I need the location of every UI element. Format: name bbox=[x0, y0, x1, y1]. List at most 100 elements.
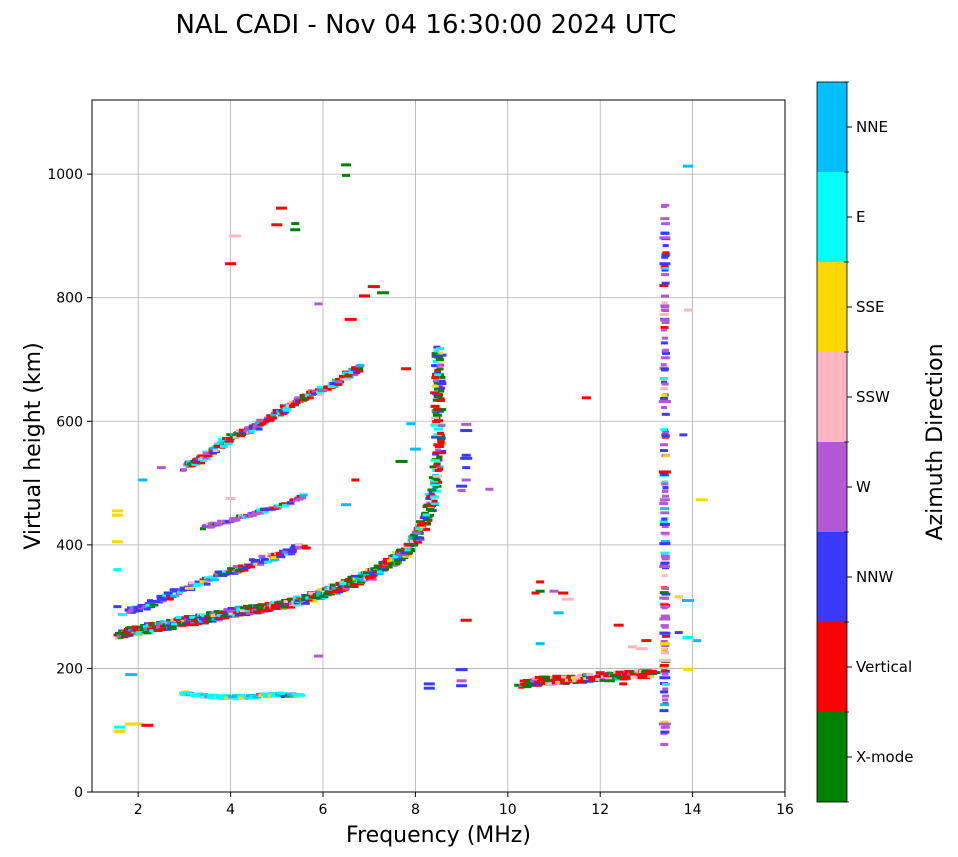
echo-point bbox=[188, 581, 198, 585]
echo-point bbox=[659, 522, 670, 526]
echo-point bbox=[660, 396, 669, 400]
echo-point bbox=[131, 625, 138, 629]
echo-point bbox=[436, 480, 443, 484]
echo-point bbox=[659, 498, 670, 502]
echo-point bbox=[660, 449, 669, 453]
echo-point bbox=[342, 587, 350, 591]
echo-point bbox=[181, 616, 190, 620]
echo-point bbox=[647, 675, 655, 679]
colorbar-segment bbox=[817, 262, 847, 352]
echo-point bbox=[662, 698, 669, 702]
echo-point bbox=[661, 669, 668, 673]
echo-point bbox=[659, 676, 671, 680]
echo-point bbox=[350, 368, 358, 372]
echo-point bbox=[418, 521, 427, 525]
x-tick-label: 2 bbox=[134, 802, 143, 818]
echo-point bbox=[156, 594, 166, 598]
echo-point bbox=[661, 273, 670, 277]
echo-point bbox=[660, 217, 670, 221]
echo-point bbox=[295, 546, 303, 550]
echo-point bbox=[660, 507, 670, 511]
echo-point bbox=[413, 540, 422, 544]
echo-point bbox=[658, 400, 671, 404]
echo-point bbox=[536, 580, 545, 584]
echo-point bbox=[239, 609, 246, 613]
echo-point bbox=[643, 671, 653, 675]
echo-point bbox=[660, 363, 667, 367]
echo-point bbox=[662, 694, 670, 698]
echo-point bbox=[186, 691, 193, 695]
echo-point bbox=[279, 692, 288, 696]
echo-point bbox=[229, 234, 242, 238]
echo-point bbox=[662, 430, 670, 434]
echo-point bbox=[349, 582, 359, 586]
echo-point bbox=[135, 631, 142, 635]
echo-point bbox=[661, 625, 669, 629]
echo-point bbox=[314, 595, 323, 599]
echo-point bbox=[137, 625, 144, 629]
echo-point bbox=[290, 548, 297, 552]
echo-point bbox=[660, 511, 670, 515]
echo-point bbox=[395, 459, 408, 463]
echo-point bbox=[435, 448, 442, 452]
echo-point bbox=[436, 347, 445, 351]
colorbar-tick-label: E bbox=[856, 208, 865, 226]
echo-point bbox=[662, 351, 671, 355]
echo-point bbox=[262, 692, 270, 696]
echo-point bbox=[309, 599, 318, 603]
echo-point bbox=[226, 609, 236, 613]
echo-point bbox=[615, 670, 625, 674]
echo-point bbox=[438, 359, 445, 363]
echo-point bbox=[128, 609, 138, 613]
echo-point bbox=[551, 681, 558, 685]
echo-point bbox=[416, 523, 425, 527]
echo-point bbox=[379, 567, 386, 571]
echo-point bbox=[612, 676, 619, 680]
echo-point bbox=[245, 606, 254, 610]
echo-point bbox=[258, 554, 266, 558]
echo-point bbox=[262, 510, 269, 514]
echo-point bbox=[520, 683, 530, 687]
echo-point bbox=[531, 591, 540, 595]
echo-point bbox=[237, 433, 245, 437]
echo-point bbox=[387, 559, 395, 563]
echo-point bbox=[433, 463, 440, 467]
echo-point bbox=[660, 356, 670, 360]
echo-point bbox=[235, 612, 242, 616]
echo-point bbox=[545, 676, 552, 680]
echo-point bbox=[308, 591, 317, 595]
echo-point bbox=[351, 366, 359, 370]
echo-point bbox=[264, 559, 273, 563]
echo-point bbox=[432, 413, 442, 417]
echo-point bbox=[619, 677, 627, 681]
echo-point bbox=[644, 676, 651, 680]
colorbar-tick-label: W bbox=[856, 478, 871, 496]
echo-point bbox=[595, 671, 605, 675]
echo-point bbox=[434, 445, 444, 449]
echo-point bbox=[535, 589, 545, 593]
echo-point bbox=[362, 571, 371, 575]
echo-point bbox=[211, 696, 218, 700]
echo-point bbox=[659, 520, 668, 524]
echo-point bbox=[428, 476, 435, 480]
echo-point bbox=[431, 384, 439, 388]
echo-point bbox=[133, 606, 141, 610]
echo-point bbox=[246, 565, 256, 569]
colorbar-tick-label: SSW bbox=[856, 388, 890, 406]
echo-point bbox=[660, 605, 670, 609]
echo-point bbox=[270, 557, 280, 561]
echo-point bbox=[586, 673, 594, 677]
echo-point bbox=[437, 408, 447, 412]
echo-point bbox=[289, 498, 296, 502]
echo-point bbox=[209, 578, 219, 582]
echo-point bbox=[433, 478, 440, 482]
echo-point bbox=[457, 488, 466, 492]
echo-point bbox=[409, 447, 421, 451]
echo-point bbox=[419, 516, 428, 520]
echo-point bbox=[433, 349, 440, 353]
echo-point bbox=[622, 675, 631, 679]
echo-point bbox=[659, 284, 669, 288]
echo-point bbox=[661, 412, 670, 416]
echo-point bbox=[659, 473, 669, 477]
echo-point bbox=[170, 594, 180, 598]
